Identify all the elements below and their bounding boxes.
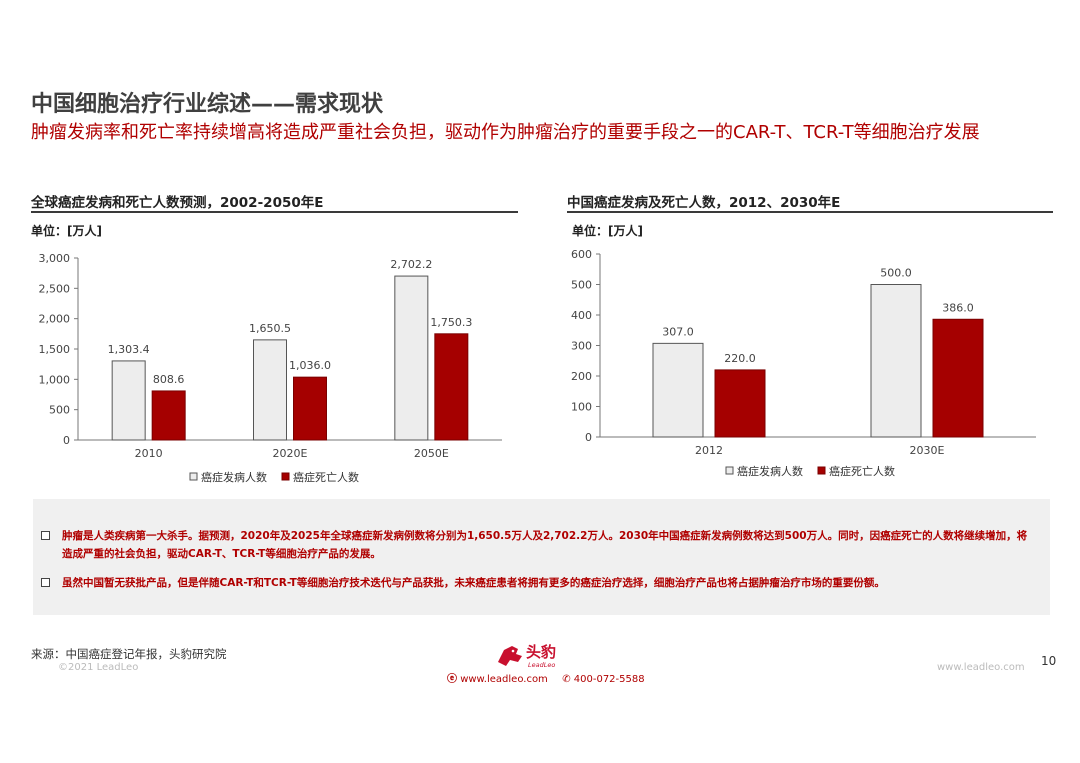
y-tick-label: 500 bbox=[49, 404, 70, 417]
logo-subtext: LeadLeo bbox=[528, 661, 555, 669]
chart1-global-cancer-bar-chart: 0 500 1,000 1,500 2,000 2,500 3,000 2010 1,303.4… bbox=[39, 252, 502, 484]
bar-incidence bbox=[394, 275, 429, 441]
legend-label: 癌症死亡人数 bbox=[293, 470, 359, 484]
page-title: 中国细胞治疗行业综述——需求现状 bbox=[31, 92, 384, 117]
legend-swatch bbox=[817, 466, 826, 475]
y-tick-label: 1,500 bbox=[39, 343, 71, 356]
y-tick-label: 0 bbox=[585, 431, 592, 444]
y-tick-label: 100 bbox=[571, 401, 592, 414]
page-number: 10 bbox=[1041, 654, 1057, 668]
data-label: 1,036.0 bbox=[289, 359, 331, 372]
note-item: 肿瘤是人类疾病第一大杀手。据预测，2020年及2025年全球癌症新发病例数将分别… bbox=[41, 527, 1031, 563]
chart2-unit-label: 单位：[万人] bbox=[572, 224, 643, 238]
data-label: 1,650.5 bbox=[249, 322, 291, 335]
legend-label: 癌症死亡人数 bbox=[829, 464, 895, 478]
source-note: 来源：中国癌症登记年报，头豹研究院 bbox=[31, 647, 227, 661]
legend-swatch bbox=[725, 466, 734, 475]
data-label: 307.0 bbox=[662, 325, 694, 338]
bar-death bbox=[434, 333, 469, 441]
y-tick-label: 300 bbox=[571, 340, 592, 353]
leopard-logo-icon: 头豹 LeadLeo bbox=[498, 643, 556, 669]
data-label: 1,303.4 bbox=[108, 343, 150, 356]
chart1-title-rule bbox=[31, 211, 518, 213]
bar-death bbox=[151, 390, 186, 441]
data-label: 386.0 bbox=[942, 301, 974, 314]
data-label: 1,750.3 bbox=[430, 316, 472, 329]
y-tick-label: 2,500 bbox=[39, 282, 71, 295]
x-tick-label: 2030E bbox=[910, 444, 945, 457]
contact-line: ⓔ www.leadleo.com ✆ 400-072-5588 bbox=[447, 670, 645, 685]
data-label: 808.6 bbox=[153, 373, 185, 386]
chart2-title: 中国癌症发病及死亡人数，2012、2030年E bbox=[567, 195, 841, 211]
bar-incidence bbox=[111, 360, 146, 441]
legend-label: 癌症发病人数 bbox=[737, 464, 803, 478]
phone-icon: ✆ bbox=[562, 674, 571, 685]
checkbox-bullet-icon bbox=[41, 531, 50, 540]
note-item: 虽然中国暂无获批产品，但是伴随CAR-T和TCR-T等细胞治疗技术迭代与产品获批… bbox=[41, 574, 1031, 592]
data-label: 2,702.2 bbox=[390, 258, 432, 271]
chart2-china-cancer-bar-chart: 0 100 200 300 400 500 600 2012 307.0 220.0 2030E 50… bbox=[571, 248, 1036, 478]
chart1-title: 全球癌症发病和死亡人数预测，2002-2050年E bbox=[31, 195, 324, 211]
y-tick-label: 2,000 bbox=[39, 313, 71, 326]
y-tick-label: 3,000 bbox=[39, 252, 71, 265]
note-text: 肿瘤是人类疾病第一大杀手。据预测，2020年及2025年全球癌症新发病例数将分别… bbox=[62, 530, 1028, 560]
bar-death bbox=[714, 369, 766, 438]
chart2-title-rule bbox=[567, 211, 1053, 213]
chart1-unit-label: 单位：[万人] bbox=[31, 224, 102, 238]
x-tick-label: 2050E bbox=[414, 447, 449, 460]
key-findings-box: 肿瘤是人类疾病第一大杀手。据预测，2020年及2025年全球癌症新发病例数将分别… bbox=[33, 499, 1050, 615]
bar-incidence bbox=[870, 284, 922, 438]
y-tick-label: 600 bbox=[571, 248, 592, 261]
x-tick-label: 2010 bbox=[135, 447, 163, 460]
legend-swatch bbox=[281, 472, 290, 481]
y-tick-label: 1,000 bbox=[39, 373, 71, 386]
legend-swatch bbox=[189, 472, 198, 481]
x-tick-label: 2012 bbox=[695, 444, 723, 457]
bar-incidence bbox=[652, 342, 704, 438]
data-label: 500.0 bbox=[880, 267, 912, 280]
legend-label: 癌症发病人数 bbox=[201, 470, 267, 484]
note-text: 虽然中国暂无获批产品，但是伴随CAR-T和TCR-T等细胞治疗技术迭代与产品获批… bbox=[62, 577, 885, 589]
data-label: 220.0 bbox=[724, 352, 756, 365]
website-right: www.leadleo.com bbox=[937, 662, 1025, 673]
y-tick-label: 0 bbox=[63, 434, 70, 447]
copyright: ©2021 LeadLeo bbox=[58, 662, 139, 673]
y-tick-label: 400 bbox=[571, 309, 592, 322]
y-tick-label: 500 bbox=[571, 279, 592, 292]
x-tick-label: 2020E bbox=[273, 447, 308, 460]
bar-incidence bbox=[253, 339, 287, 441]
y-tick-label: 200 bbox=[571, 370, 592, 383]
website-link[interactable]: www.leadleo.com bbox=[460, 674, 548, 685]
leadleo-logo: 头豹 LeadLeo bbox=[496, 640, 566, 674]
globe-icon: ⓔ bbox=[447, 674, 457, 685]
bar-death bbox=[293, 376, 327, 441]
logo-text: 头豹 bbox=[526, 643, 556, 661]
bar-death bbox=[932, 318, 984, 438]
checkbox-bullet-icon bbox=[41, 578, 50, 587]
phone-number: 400-072-5588 bbox=[573, 674, 645, 685]
page-subtitle: 肿瘤发病率和死亡率持续增高将造成严重社会负担，驱动作为肿瘤治疗的重要手段之一的C… bbox=[31, 122, 980, 143]
